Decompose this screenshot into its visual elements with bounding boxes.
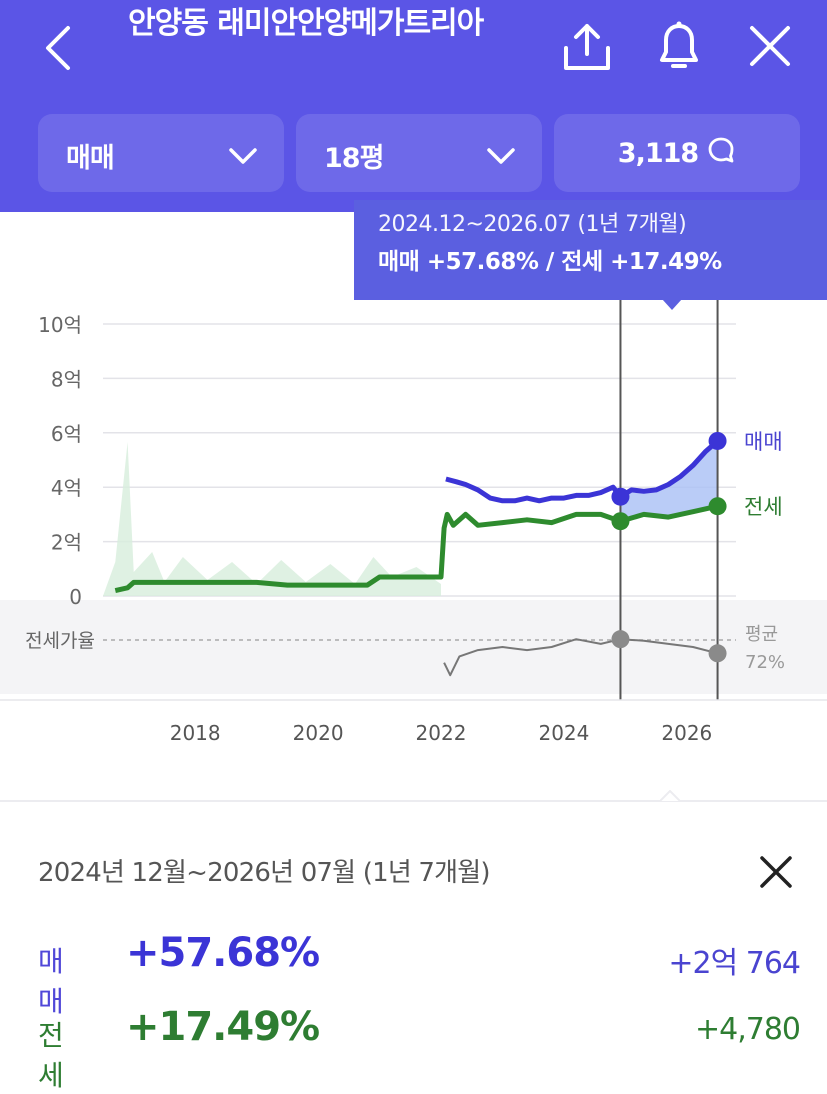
panel-divider	[0, 800, 827, 802]
sale-end-label: 매매	[744, 430, 783, 454]
x-tick-label: 2024	[538, 721, 589, 745]
y-tick-label: 6억	[51, 422, 82, 446]
jeonse-change-percent: +17.49%	[126, 1004, 320, 1050]
ratio-series-line	[443, 638, 718, 677]
y-tick-label: 4억	[51, 476, 82, 500]
jeonse-end-dot	[708, 497, 727, 516]
ratio-band	[0, 600, 827, 694]
comments-button[interactable]: 3,118	[554, 114, 800, 192]
trade-type-dropdown[interactable]: 매매	[38, 114, 284, 192]
x-tick-label: 2022	[416, 721, 467, 745]
y-tick-label: 8억	[51, 367, 82, 391]
sale-label: 매매	[38, 945, 64, 1018]
chevron-down-icon	[228, 142, 258, 173]
selected-range-fill	[620, 440, 718, 522]
sale-series-line	[445, 439, 720, 504]
app-header: 안양동 래미안안양메가트리아 매매 18평 3,118	[0, 0, 827, 212]
sale-start-dot	[611, 487, 630, 506]
ratio-average-value: 72%	[745, 652, 785, 673]
y-tick-label: 10억	[38, 313, 82, 337]
volume-shading	[103, 442, 442, 596]
tooltip-range: 2024.12~2026.07 (1년 7개월)	[378, 212, 687, 237]
sale-change-amount: +2억 764	[668, 946, 801, 981]
sale-end-dot	[708, 431, 727, 450]
jeonse-end-label: 전세	[744, 495, 783, 519]
page-title: 안양동 래미안안양메가트리아	[128, 6, 484, 41]
y-tick-label: 0	[69, 585, 82, 609]
chevron-down-icon	[486, 142, 516, 173]
tooltip-pointer	[662, 299, 682, 310]
bell-icon[interactable]	[652, 18, 706, 78]
sale-change-percent: +57.68%	[126, 930, 320, 976]
tooltip-summary: 매매 +57.68% / 전세 +17.49%	[378, 249, 722, 275]
x-tick-label: 2018	[170, 721, 221, 745]
panel-notch	[660, 790, 680, 802]
ratio-axis-label: 전세가율	[25, 630, 95, 652]
back-arrow-icon[interactable]	[42, 24, 74, 76]
comment-count: 3,118	[617, 137, 699, 169]
ratio-average-label: 평균	[745, 624, 778, 645]
close-icon[interactable]	[748, 24, 792, 72]
jeonse-start-dot	[611, 512, 630, 531]
x-tick-label: 2026	[661, 721, 712, 745]
x-tick-label: 2020	[293, 721, 344, 745]
ratio-end-dot	[708, 644, 727, 663]
size-dropdown[interactable]: 18평	[296, 114, 542, 192]
jeonse-change-amount: +4,780	[694, 1012, 801, 1047]
size-value: 18평	[324, 143, 384, 174]
trade-type-value: 매매	[66, 143, 115, 174]
share-icon[interactable]	[560, 20, 614, 78]
comment-bubble-icon	[706, 135, 736, 172]
ratio-start-dot	[611, 630, 630, 649]
y-tick-label: 2억	[51, 531, 82, 555]
jeonse-label: 전세	[38, 1019, 64, 1092]
close-icon[interactable]	[758, 854, 794, 894]
range-tooltip: 2024.12~2026.07 (1년 7개월) 매매 +57.68% / 전세…	[354, 200, 827, 300]
panel-range: 2024년 12월~2026년 07월 (1년 7개월)	[38, 858, 491, 888]
